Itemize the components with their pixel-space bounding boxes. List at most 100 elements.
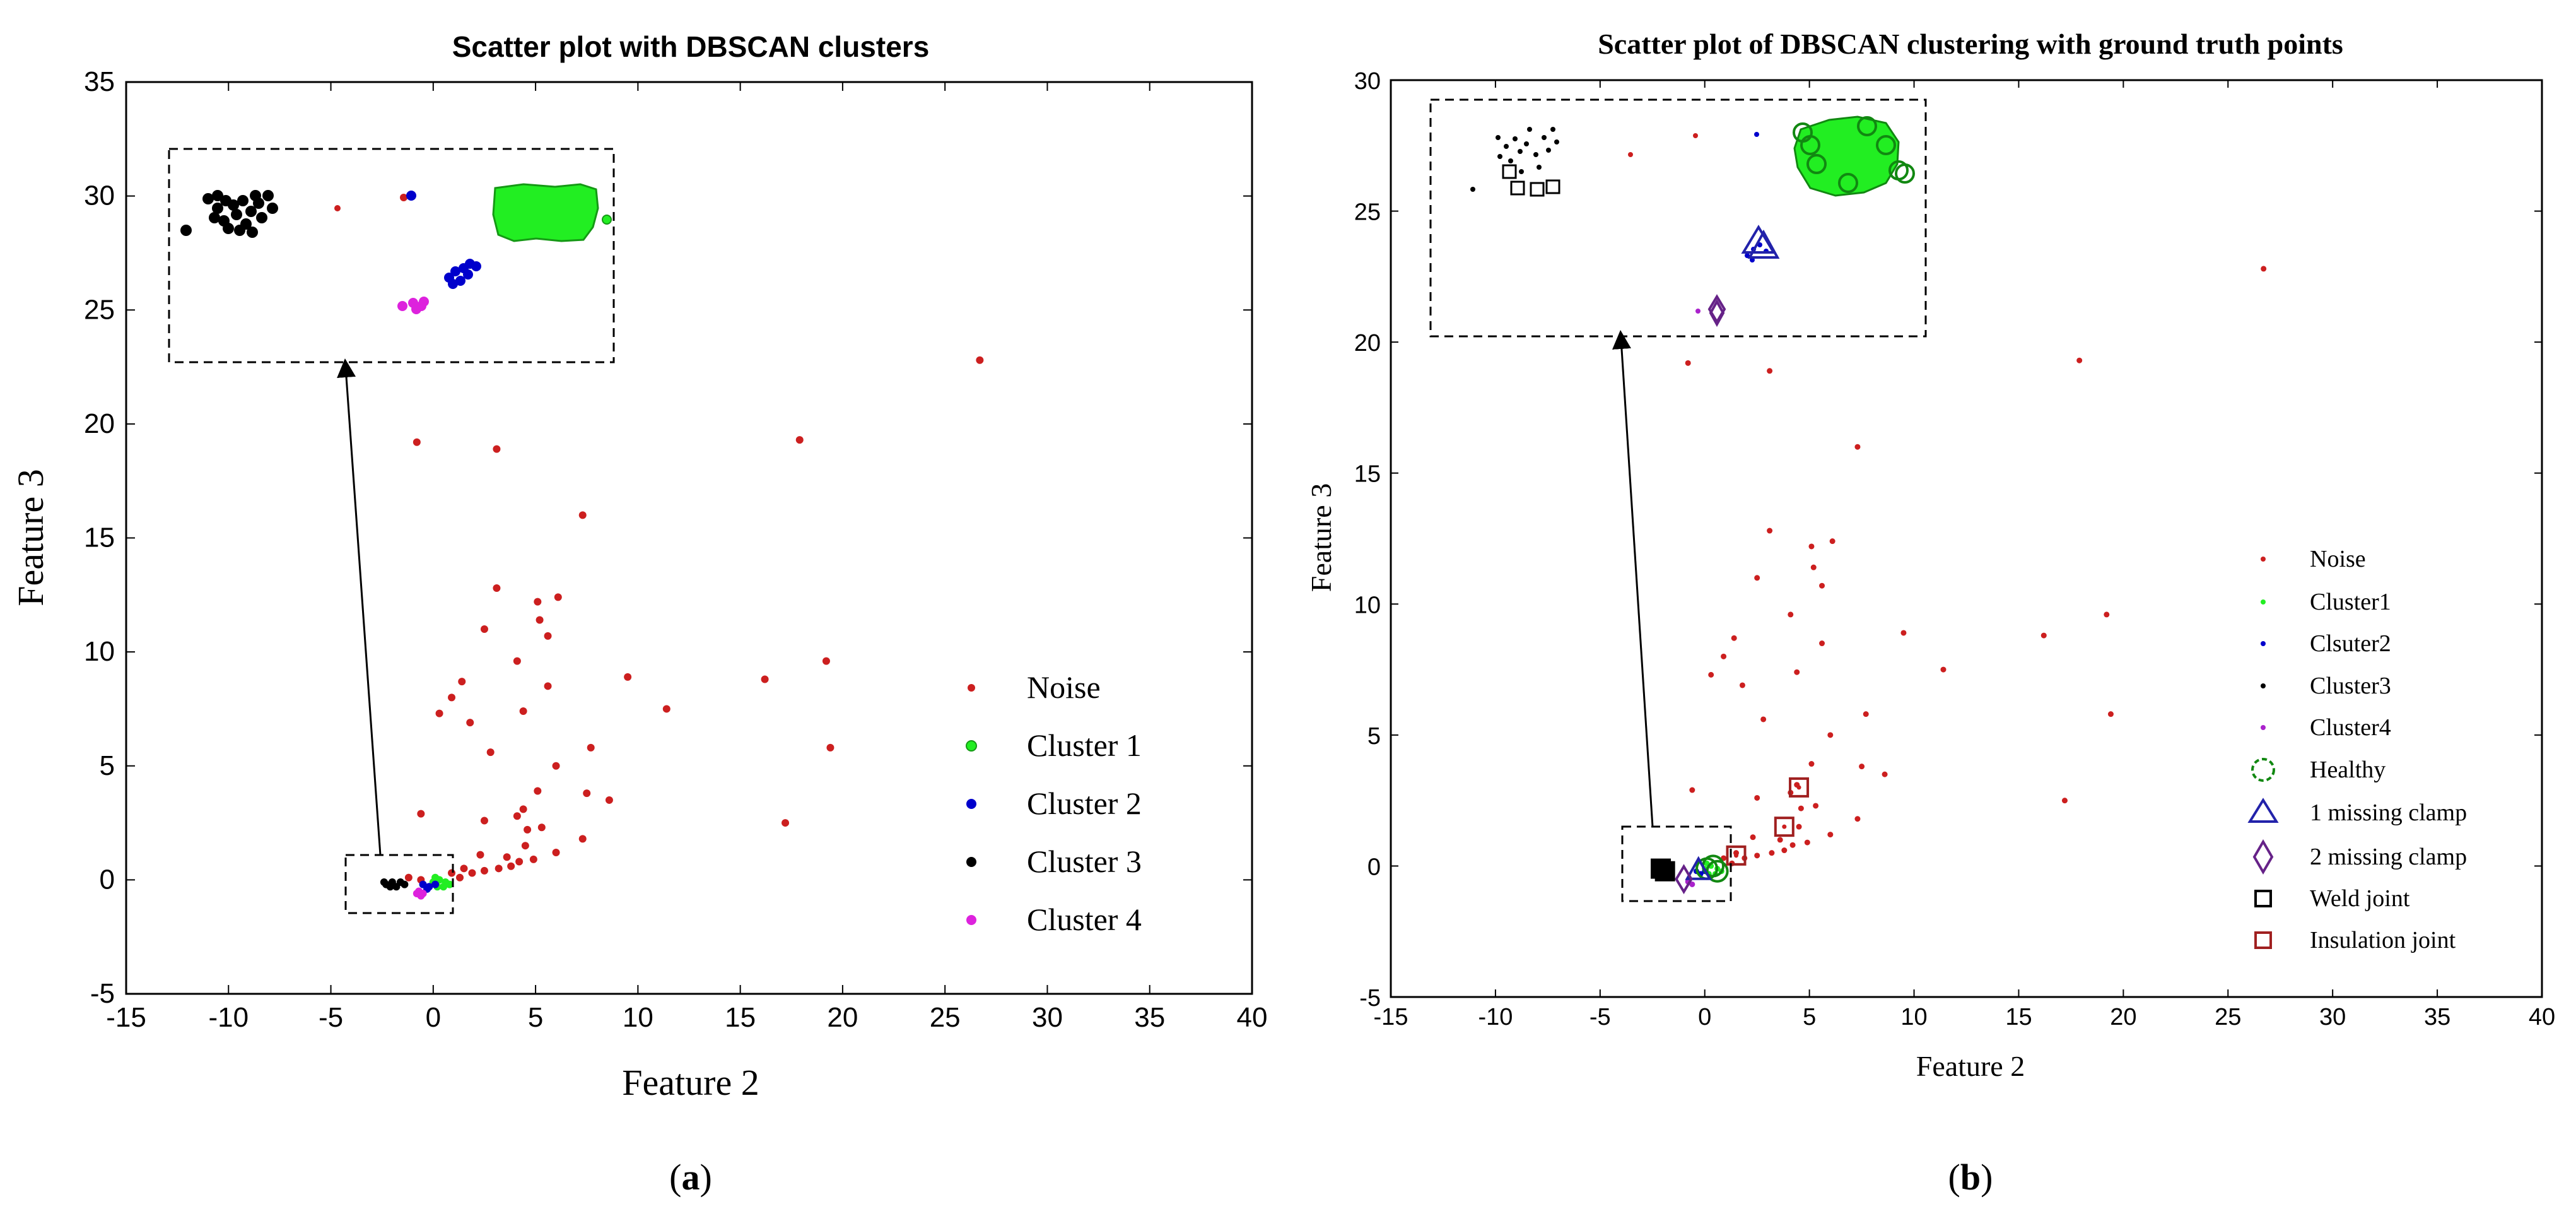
legend-marker-cluster-3 [966, 857, 976, 867]
point-noise [1829, 538, 1835, 545]
point-noise [1754, 794, 1760, 801]
panel-a-x-ticks: -15 -10 -5 0 5 10 15 20 25 30 35 40 [106, 82, 1267, 1033]
y-tick-label: 10 [84, 636, 115, 667]
x-tick-label: 10 [623, 1002, 653, 1033]
panel-a-legend: Noise Cluster 1 Cluster 2 Cluster 3 Clus… [966, 669, 1142, 937]
point-cluster-3 [380, 878, 388, 886]
y-tick-label: 5 [1367, 723, 1381, 750]
x-tick-label: 15 [725, 1002, 756, 1033]
panel-a-inset-noise [400, 194, 407, 201]
point-noise [2061, 798, 2068, 804]
y-tick-label: -5 [1359, 985, 1381, 1012]
point-insulation-joint [1789, 777, 1810, 798]
legend-marker-healthy [2251, 758, 2275, 782]
point-noise [513, 657, 521, 665]
x-tick-label: -15 [106, 1002, 146, 1033]
panel-a-inset-noise [334, 205, 341, 211]
point-insulation-joint-dot [1782, 824, 1787, 829]
point-noise [1940, 666, 1947, 673]
point-noise [513, 812, 521, 820]
panel-b-caption: (b) [1948, 1157, 1993, 1198]
point-noise [1721, 653, 1727, 659]
point-noise [537, 823, 546, 832]
y-tick-label: 0 [1367, 854, 1381, 880]
point-noise [2261, 266, 2267, 272]
point-noise [519, 805, 527, 813]
point-noise [1819, 582, 1825, 589]
point-noise [534, 787, 542, 795]
panel-a-inset-box [168, 148, 615, 363]
point-cluster-1 [431, 873, 440, 882]
legend-label-healthy: Healthy [2310, 757, 2386, 783]
y-tick-label: 35 [84, 66, 115, 97]
x-tick-label: 35 [2424, 1004, 2450, 1030]
legend-label-noise: Noise [1027, 669, 1101, 705]
point-noise [605, 796, 613, 804]
point-noise [404, 873, 413, 882]
point-noise [1808, 543, 1815, 550]
panel-b-x-ticks: -15 -10 -5 0 5 10 15 20 25 30 35 40 [1374, 80, 2555, 1030]
point-cluster4 [1689, 881, 1695, 887]
point-noise [1731, 635, 1737, 641]
point-noise [521, 842, 529, 850]
point-noise [2107, 711, 2114, 717]
legend-label-insulation-joint: Insulation joint [2310, 927, 2456, 953]
point-noise [480, 866, 488, 875]
panel-a-zoom-region [344, 854, 454, 914]
point-noise [1796, 823, 1802, 830]
point-noise [448, 869, 456, 877]
legend-label-cluster-1: Cluster 1 [1027, 728, 1142, 763]
x-tick-label: 25 [2215, 1004, 2241, 1030]
point-noise [435, 709, 443, 717]
y-tick-label: 25 [1354, 199, 1381, 226]
legend-marker-1-missing-clamp [2247, 798, 2279, 823]
x-tick-label: -15 [1374, 1004, 1408, 1030]
point-noise [480, 625, 488, 633]
point-noise [1819, 640, 1825, 647]
panel-b-title: Scatter plot of DBSCAN clustering with g… [1598, 28, 2343, 60]
point-noise [2040, 632, 2047, 639]
legend-marker-insulation-joint [2254, 931, 2272, 949]
legend-label-cluster-4: Cluster 4 [1027, 902, 1142, 937]
panel-a-inset-cluster-1 [602, 215, 612, 225]
point-noise [1781, 847, 1788, 854]
point-noise [536, 616, 544, 624]
point-noise [466, 719, 474, 727]
point-noise [486, 748, 495, 757]
point-noise [1754, 575, 1760, 581]
point-noise [417, 810, 425, 818]
legend-label-noise: Noise [2310, 546, 2366, 572]
x-tick-label: -5 [1590, 1004, 1611, 1030]
point-noise [515, 858, 524, 866]
panel-b-zoom-arrow [1612, 330, 1654, 827]
point-2-missing-clamp [1675, 864, 1693, 895]
point-noise [1767, 368, 1773, 374]
x-tick-label: 40 [1237, 1002, 1268, 1033]
point-noise [552, 849, 560, 857]
legend-marker-clsuter2 [2261, 641, 2266, 646]
x-tick-label: 5 [1803, 1004, 1816, 1030]
point-insulation-joint-dot [1796, 785, 1801, 790]
panel-a-ylabel: Feature 3 [10, 469, 51, 606]
legend-label-weld-joint: Weld joint [2310, 885, 2410, 912]
point-noise [826, 743, 834, 752]
point-noise [662, 705, 670, 713]
panel-b-inset-noise [1693, 133, 1698, 138]
point-noise [534, 598, 542, 606]
point-insulation-joint-dot [1734, 853, 1738, 858]
point-noise [795, 436, 804, 444]
point-noise [519, 707, 527, 716]
point-noise [583, 789, 591, 798]
panel-b-inset-2-missing-clamp [1695, 294, 1726, 327]
x-tick-label: 30 [1032, 1002, 1063, 1033]
x-tick-label: 30 [2319, 1004, 2346, 1030]
x-tick-label: 20 [827, 1002, 858, 1033]
point-noise [480, 817, 488, 825]
point-noise [529, 855, 537, 863]
panel-a-caption: (a) [669, 1157, 712, 1198]
y-tick-label: 15 [1354, 461, 1381, 488]
point-noise [1754, 852, 1760, 859]
point-noise [544, 682, 552, 690]
x-tick-label: 40 [2529, 1004, 2555, 1030]
point-noise [1859, 764, 1865, 770]
